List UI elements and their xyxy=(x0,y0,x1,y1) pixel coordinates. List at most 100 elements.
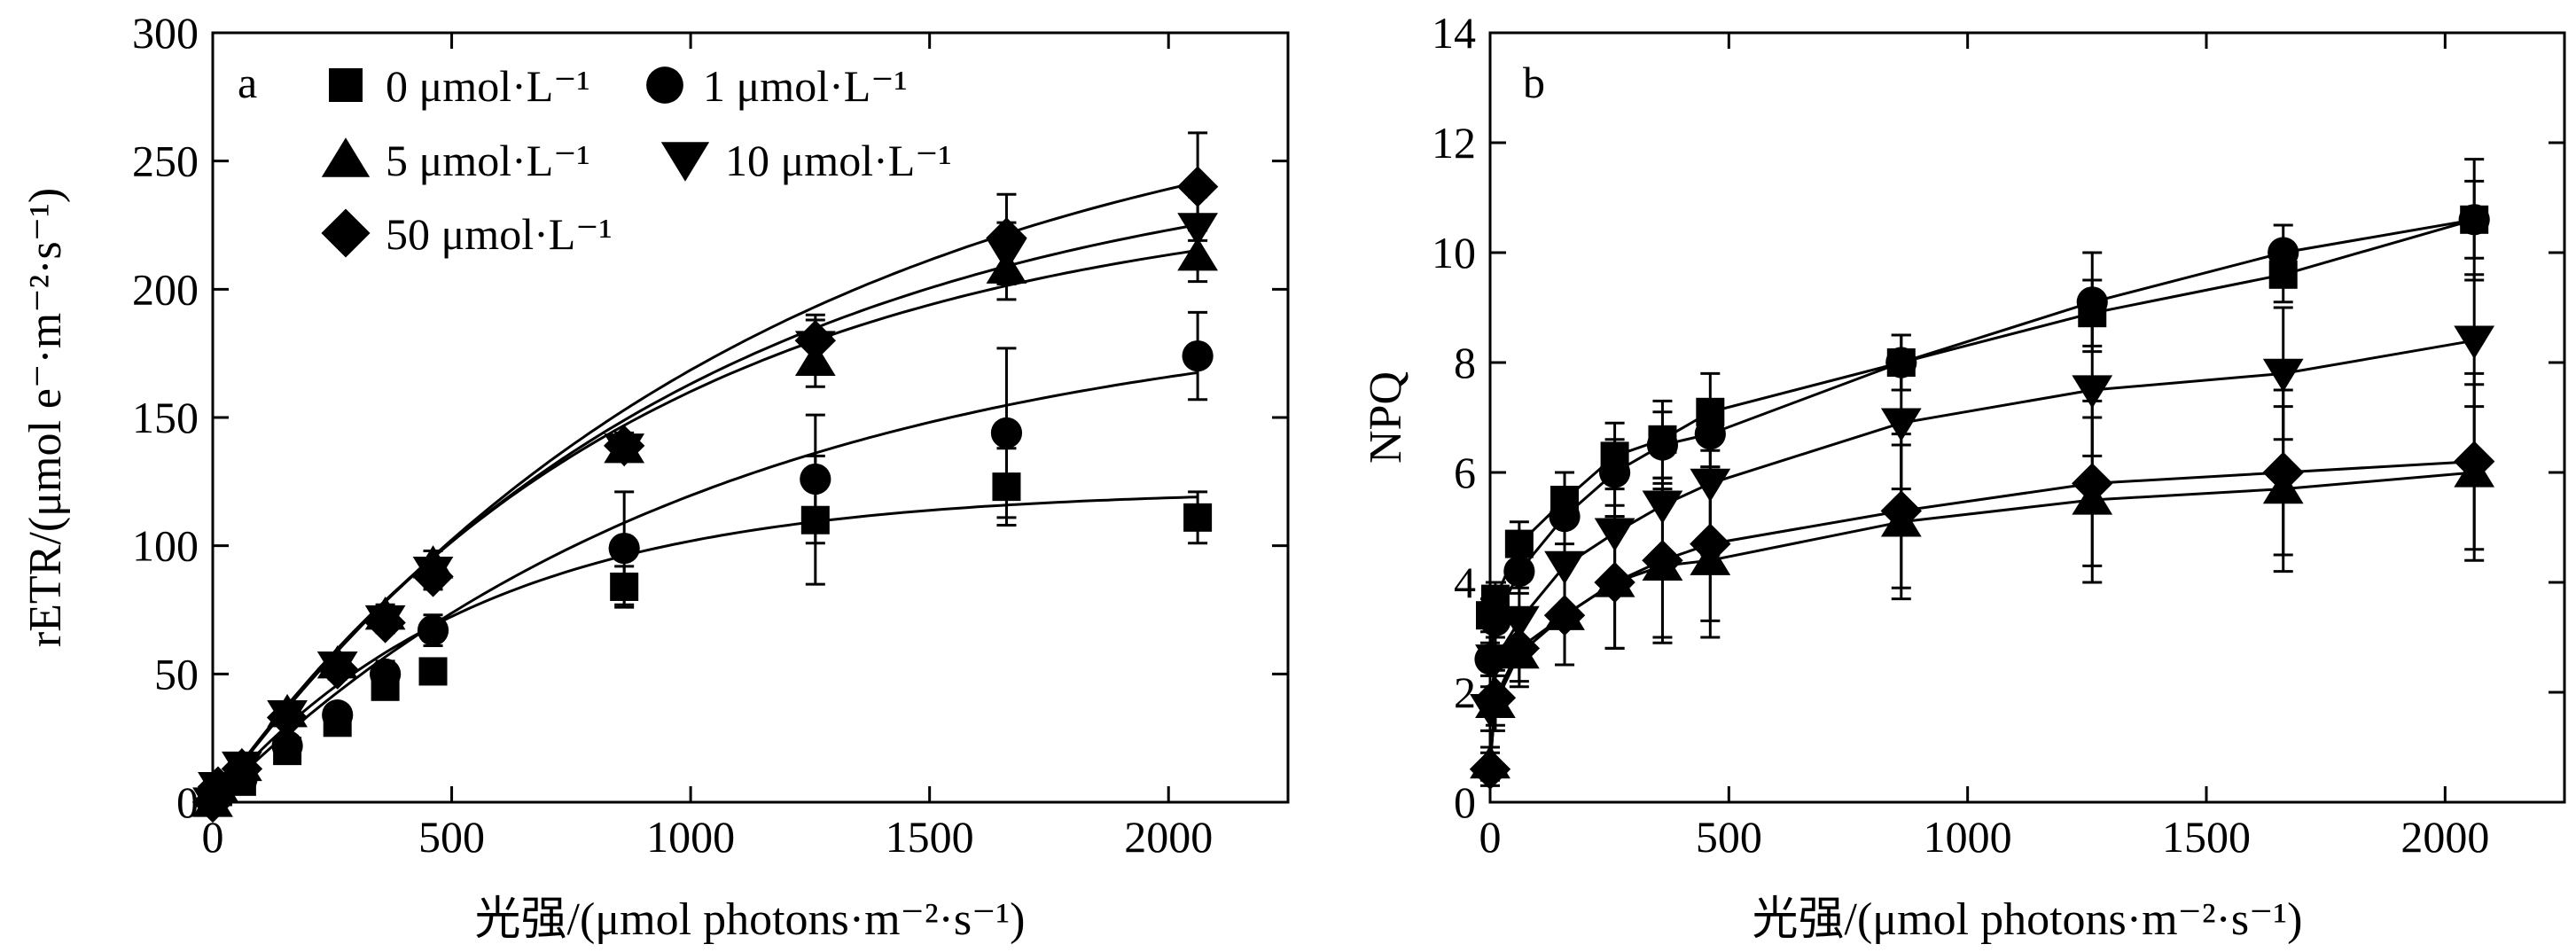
square-marker xyxy=(1504,529,1534,558)
x-tick-label: 500 xyxy=(418,812,485,862)
triangle-down-marker xyxy=(2072,375,2113,409)
x-tick-label: 1500 xyxy=(886,812,974,862)
square-marker xyxy=(610,572,639,601)
circle-marker xyxy=(1598,456,1631,488)
square-marker xyxy=(418,657,448,686)
legend-entry-label: 10 μmol·L⁻¹ xyxy=(725,136,952,185)
panel-a-legend: 0 μmol·L⁻¹ 1 μmol·L⁻¹ 5 μmol·L⁻¹ 10 μmol·L⁻… xyxy=(321,61,952,259)
diamond-marker xyxy=(1543,595,1586,636)
circle-marker xyxy=(1503,556,1535,588)
panel-a-label: a xyxy=(238,58,257,107)
circle-marker xyxy=(800,463,831,496)
circle-marker xyxy=(1549,501,1581,533)
circle-marker xyxy=(2076,286,2108,318)
x-tick-label: 2000 xyxy=(2400,812,2489,862)
diamond-marker xyxy=(412,556,454,597)
diamond-marker xyxy=(794,320,837,362)
diamond-marker xyxy=(1498,628,1541,669)
x-tick-label: 500 xyxy=(1696,812,1762,862)
panel-b-frame xyxy=(1488,31,2566,804)
series-line xyxy=(211,496,1198,803)
legend-triangle-up-marker xyxy=(321,137,371,177)
y-tick-label: 8 xyxy=(1454,338,1476,387)
series-line xyxy=(1488,218,2475,616)
circle-marker xyxy=(608,532,640,565)
x-tick-label: 1500 xyxy=(2162,812,2251,862)
y-tick-label: 150 xyxy=(132,393,199,442)
y-tick-label: 50 xyxy=(154,649,199,698)
legend-circle-marker xyxy=(646,66,683,104)
panel-a-fit-curves xyxy=(211,181,1198,804)
square-marker xyxy=(800,505,830,535)
legend-entry-label: 50 μmol·L⁻¹ xyxy=(386,209,613,259)
triangle-down-marker xyxy=(1498,605,1540,640)
panel-b-ticks: 0 500 1000 1500 2000 0 2 4 6 8 10 12 14 xyxy=(1432,8,2564,862)
panel-b-y-axis-title: NPQ xyxy=(1361,371,1411,464)
triangle-down-marker xyxy=(1544,550,1585,585)
panel-b-markers xyxy=(1469,204,2495,790)
series-line xyxy=(1488,339,2475,709)
legend-entry-label: 1 μmol·L⁻¹ xyxy=(703,61,908,111)
circle-marker xyxy=(370,658,402,690)
panel-b-label: b xyxy=(1523,58,1545,107)
circle-marker xyxy=(417,614,449,646)
x-tick-label: 0 xyxy=(1479,812,1502,862)
circle-marker xyxy=(1182,339,1214,372)
diamond-marker xyxy=(197,766,239,808)
diamond-marker xyxy=(266,697,308,738)
circle-marker xyxy=(1646,429,1679,461)
legend-diamond-marker xyxy=(321,208,371,258)
x-tick-label: 1000 xyxy=(646,812,735,862)
legend-triangle-down-marker xyxy=(660,142,710,182)
panel-b-x-axis-title: 光强/(μmol photons·m⁻²·s⁻¹) xyxy=(1752,894,2303,945)
circle-marker xyxy=(1694,418,1726,450)
circle-marker xyxy=(271,730,303,761)
legend-entry-label: 0 μmol·L⁻¹ xyxy=(386,61,590,111)
circle-marker xyxy=(1885,347,1917,378)
circle-marker xyxy=(2458,204,2490,236)
triangle-down-marker xyxy=(1690,468,1731,503)
y-tick-label: 14 xyxy=(1432,8,1476,58)
triangle-down-marker xyxy=(1177,213,1218,246)
square-marker xyxy=(1183,503,1213,532)
legend-square-marker xyxy=(329,68,363,102)
series-line xyxy=(211,223,1198,803)
diamond-marker xyxy=(986,217,1027,259)
diamond-marker xyxy=(1474,677,1517,719)
series-line xyxy=(211,371,1198,804)
y-tick-label: 10 xyxy=(1432,228,1476,277)
diamond-marker xyxy=(1642,540,1683,581)
y-tick-label: 200 xyxy=(132,264,199,314)
x-tick-label: 2000 xyxy=(1124,812,1213,862)
diamond-marker xyxy=(2453,441,2495,482)
triangle-up-marker xyxy=(1177,237,1218,271)
y-tick-label: 6 xyxy=(1454,448,1476,497)
triangle-down-marker xyxy=(1642,490,1683,524)
circle-marker xyxy=(990,417,1023,449)
square-marker xyxy=(992,472,1021,502)
diamond-marker xyxy=(1176,166,1219,207)
diamond-marker xyxy=(2072,463,2113,504)
diamond-marker xyxy=(1690,523,1731,565)
triangle-down-marker xyxy=(2454,325,2495,359)
diamond-marker xyxy=(1594,561,1635,604)
triangle-down-marker xyxy=(1594,518,1635,551)
panel-a-x-axis-title: 光强/(μmol photons·m⁻²·s⁻¹) xyxy=(475,894,1026,945)
y-tick-label: 300 xyxy=(132,8,199,58)
y-tick-label: 4 xyxy=(1454,558,1476,607)
y-tick-label: 100 xyxy=(132,521,199,571)
diamond-marker xyxy=(364,602,406,644)
circle-marker xyxy=(2268,237,2299,269)
panel-b-chart: 0 500 1000 1500 2000 0 2 4 6 8 10 12 14 b 光强/(μmol p… xyxy=(1361,8,2566,945)
y-tick-label: 250 xyxy=(132,137,199,186)
series-line xyxy=(1488,218,2475,660)
diamond-marker xyxy=(221,748,263,790)
diamond-marker xyxy=(2262,451,2304,494)
circle-marker xyxy=(1479,605,1511,637)
y-tick-label: 12 xyxy=(1432,118,1476,168)
series-line xyxy=(1488,460,2475,769)
circle-marker xyxy=(322,699,354,731)
